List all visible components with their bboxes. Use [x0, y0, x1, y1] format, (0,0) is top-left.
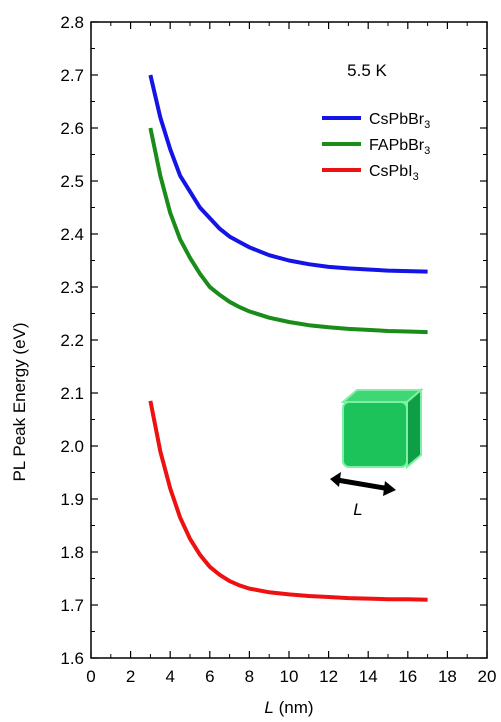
temperature-annotation: 5.5 K	[347, 61, 387, 80]
x-tick-label: 20	[478, 667, 497, 686]
x-tick-label: 18	[438, 667, 457, 686]
y-tick-label: 2.7	[60, 66, 84, 85]
x-tick-label: 12	[319, 667, 338, 686]
y-tick-label: 2.6	[60, 119, 84, 138]
x-tick-label: 6	[205, 667, 214, 686]
x-axis-label-symbol: L	[264, 698, 273, 717]
series-line-cspbi3	[148, 400, 428, 602]
legend-label-subscript: 3	[424, 145, 430, 157]
y-tick-label: 2.8	[60, 13, 84, 32]
y-axis-label: PL Peak Energy (eV)	[10, 322, 29, 481]
edge-length-label: L	[353, 500, 362, 519]
series-lines	[148, 74, 428, 602]
x-tick-label: 14	[359, 667, 378, 686]
x-axis-label-unit: (nm)	[274, 698, 314, 717]
x-axis-label: L (nm)	[264, 698, 313, 717]
y-tick-label: 1.8	[60, 543, 84, 562]
arrow-head-left	[330, 472, 341, 487]
x-tick-label: 4	[165, 667, 174, 686]
series-line-fapbbr3	[148, 127, 428, 335]
legend-label-formula: FAPbBr	[369, 137, 425, 154]
arrow-head-right	[383, 481, 396, 496]
y-tick-label: 2.4	[60, 225, 84, 244]
x-tick-label: 0	[86, 667, 95, 686]
x-tick-label: 10	[280, 667, 299, 686]
legend-label: FAPbBr3	[369, 137, 430, 157]
y-tick-label: 2.1	[60, 384, 84, 403]
legend-label-subscript: 3	[413, 171, 419, 183]
x-tick-label: 2	[126, 667, 135, 686]
axes: 0 2 4 6 8 10 12 14 16 18 20 1.6 1.7 1.8 1.9 2.0 2.1 2.2 2.…	[60, 13, 496, 686]
cube-front-face	[342, 401, 408, 468]
x-tick-label: 8	[245, 667, 254, 686]
series-line-cspbbr3	[148, 74, 428, 274]
y-tick-label: 1.7	[60, 596, 84, 615]
y-tick-label: 2.2	[60, 331, 84, 350]
legend-label-formula: CsPbI	[369, 163, 413, 180]
plot-frame	[90, 21, 488, 659]
legend-label-formula: CsPbBr	[369, 111, 425, 128]
cube-side-face	[406, 387, 422, 470]
edge-length-arrow	[336, 477, 391, 492]
legend-label-subscript: 3	[424, 119, 430, 131]
x-tick-label: 16	[398, 667, 417, 686]
y-tick-label: 2.3	[60, 278, 84, 297]
nanocube-illustration: L	[330, 387, 424, 519]
legend-label: CsPbI3	[369, 163, 419, 183]
y-tick-label: 1.6	[60, 649, 84, 668]
y-tick-label: 1.9	[60, 490, 84, 509]
legend-label: CsPbBr3	[369, 111, 430, 131]
y-tick-label: 2.5	[60, 172, 84, 191]
y-tick-label: 2.0	[60, 437, 84, 456]
